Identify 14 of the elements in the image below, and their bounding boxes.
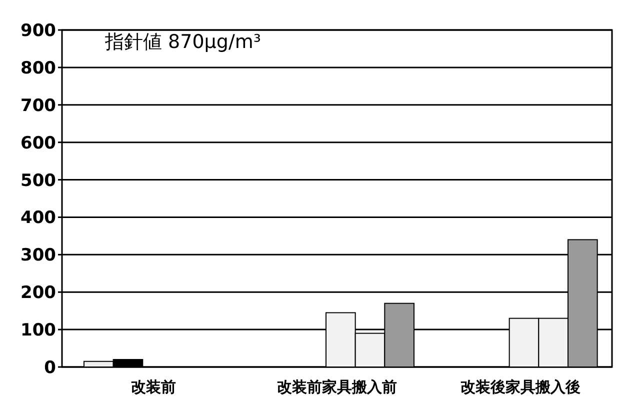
x-tick-label: 改装前家具搬入前 xyxy=(277,378,397,396)
y-tick-label: 200 xyxy=(20,283,56,304)
y-tick-label: 0 xyxy=(44,358,56,378)
x-tick-label: 改装前 xyxy=(131,378,176,396)
y-tick-label: 300 xyxy=(20,246,56,266)
annotation: 指針値 870μg/m³ xyxy=(104,31,261,53)
y-tick-label: 600 xyxy=(20,133,56,154)
y-tick-label: 800 xyxy=(20,58,56,78)
y-tick-label: 500 xyxy=(20,170,56,191)
y-tick-label: 100 xyxy=(20,320,56,341)
y-tick-label: 400 xyxy=(20,208,56,228)
y-tick-label: 700 xyxy=(20,96,56,116)
y-tick-label: 900 xyxy=(20,21,56,41)
x-tick-label: 改装後家具搬入後 xyxy=(460,378,580,396)
